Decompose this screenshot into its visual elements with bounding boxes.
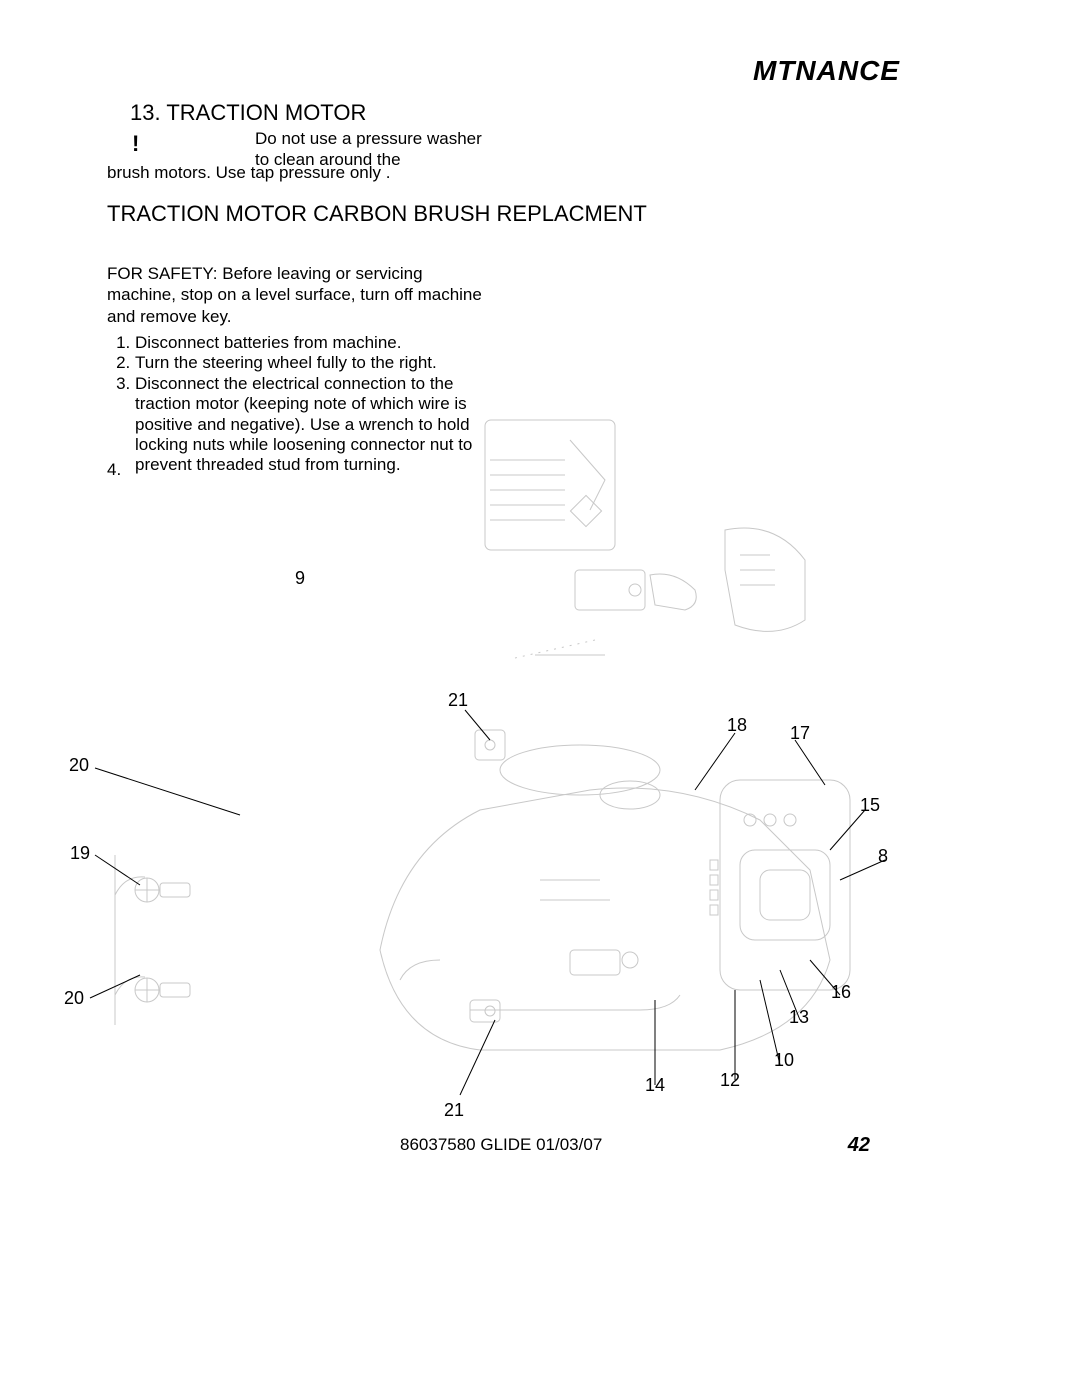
header-title: MTNANCE <box>753 55 900 87</box>
callout-10: 10 <box>774 1050 794 1071</box>
step-item: Disconnect batteries from machine. <box>135 333 487 353</box>
page: MTNANCE 13. TRACTION MOTOR ! Do not use … <box>0 0 1080 1397</box>
callout-20a: 20 <box>69 755 89 776</box>
section-name: TRACTION MOTOR <box>166 100 366 125</box>
diagram-lower-right <box>340 700 920 1120</box>
callout-15: 15 <box>860 795 880 816</box>
warning-text-2: brush motors. Use tap pressure only . <box>107 163 467 183</box>
leader-lines-left <box>60 760 320 1020</box>
callout-13: 13 <box>789 1007 809 1028</box>
callout-14: 14 <box>645 1075 665 1096</box>
callout-19: 19 <box>70 843 90 864</box>
callout-8: 8 <box>878 846 888 867</box>
footer-doc-id: 86037580 GLIDE 01/03/07 <box>400 1135 602 1155</box>
callout-21a: 21 <box>448 690 468 711</box>
callout-9: 9 <box>295 568 305 589</box>
callout-20b: 20 <box>64 988 84 1009</box>
warning-icon: ! <box>132 131 139 157</box>
callout-16: 16 <box>831 982 851 1003</box>
diagram-upper-right <box>475 380 875 660</box>
callout-21b: 21 <box>444 1100 464 1121</box>
page-number: 42 <box>848 1134 870 1157</box>
callout-17: 17 <box>790 723 810 744</box>
step-item: Disconnect the electrical connection to … <box>135 374 487 476</box>
section-title: 13. TRACTION MOTOR <box>130 100 366 126</box>
safety-paragraph: FOR SAFETY: Before leaving or servicing … <box>107 263 487 327</box>
subsection-heading: TRACTION MOTOR CARBON BRUSH REPLACMENT <box>107 200 647 228</box>
section-number: 13. <box>130 100 161 125</box>
step-4: 4. <box>107 460 121 480</box>
step-item: Turn the steering wheel fully to the rig… <box>135 353 487 373</box>
step-list: Disconnect batteries from machine. Turn … <box>107 333 487 476</box>
callout-12: 12 <box>720 1070 740 1091</box>
callout-18: 18 <box>727 715 747 736</box>
